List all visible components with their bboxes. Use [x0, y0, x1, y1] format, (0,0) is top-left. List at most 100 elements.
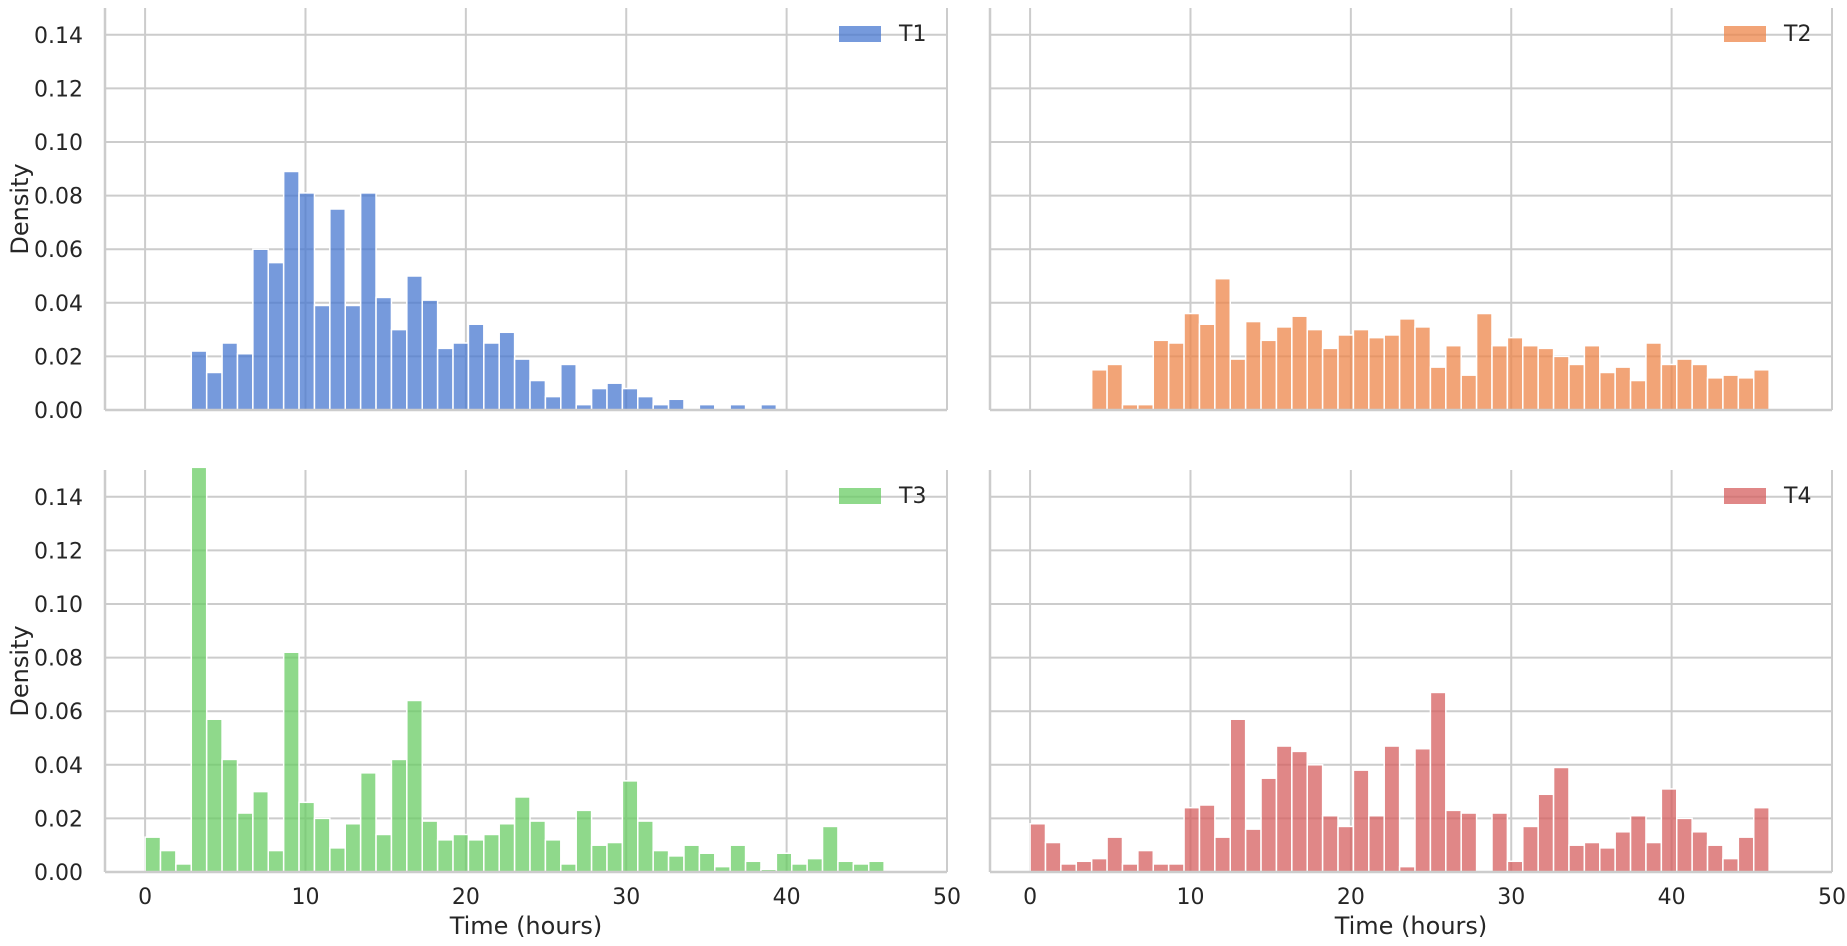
- x-axis-label: Time (hours): [1334, 912, 1488, 940]
- histogram-bar: [1075, 860, 1093, 873]
- histogram-bar: [621, 780, 639, 873]
- x-tick-label: 50: [933, 885, 961, 910]
- x-tick-label: 0: [1023, 885, 1037, 910]
- histogram-bar: [1044, 841, 1062, 873]
- histogram-bar: [1229, 358, 1247, 411]
- histogram-bar: [729, 844, 747, 873]
- legend-label: T1: [898, 22, 926, 47]
- histogram-bar: [1660, 363, 1678, 411]
- histogram-bar: [406, 699, 423, 873]
- legend: T1: [839, 22, 926, 47]
- histogram-bar: [267, 261, 285, 411]
- y-tick-label: 0.14: [34, 24, 83, 49]
- histogram-bar: [1491, 812, 1509, 873]
- histogram-bar: [313, 304, 331, 411]
- histogram-bar: [298, 192, 316, 411]
- histogram-bar: [329, 208, 347, 411]
- histogram-bar: [390, 758, 408, 873]
- histogram-bar: [1429, 691, 1447, 873]
- histogram-bar: [1752, 369, 1770, 411]
- histogram-bar: [1629, 814, 1647, 873]
- histogram-bar: [529, 379, 547, 411]
- histogram-bar: [821, 825, 839, 873]
- histogram-bar: [544, 839, 562, 873]
- histogram-bar: [1244, 320, 1262, 411]
- histogram-bar: [606, 382, 624, 411]
- series-T4: [1029, 691, 1770, 873]
- histogram-bar: [236, 352, 254, 411]
- histogram-bar: [452, 833, 470, 873]
- y-tick-label: 0.00: [34, 861, 83, 886]
- histogram-bar: [1183, 312, 1201, 411]
- histogram-bar: [590, 387, 608, 411]
- histogram-bar: [1244, 828, 1262, 873]
- histogram-bar: [1676, 817, 1693, 873]
- legend-label: T4: [1783, 484, 1811, 509]
- histogram-bar: [1506, 860, 1524, 873]
- histogram-bar: [406, 275, 423, 411]
- x-axis-label: Time (hours): [449, 912, 603, 940]
- histogram-bar: [529, 820, 547, 873]
- y-tick-label: 0.02: [34, 807, 83, 832]
- histogram-bar: [667, 855, 685, 873]
- y-tick-label: 0.08: [34, 185, 83, 210]
- histogram-bar: [421, 299, 439, 411]
- histogram-bar: [1722, 374, 1740, 411]
- histogram-bar: [1152, 339, 1170, 411]
- y-axis-label: Density: [6, 625, 34, 716]
- y-axis-label: Density: [6, 163, 34, 254]
- histogram-bar: [1583, 841, 1601, 873]
- legend: T3: [839, 484, 926, 509]
- histogram-bar: [1368, 814, 1385, 873]
- histogram-bar: [205, 718, 223, 873]
- legend-swatch: [1724, 26, 1766, 42]
- histogram-bar: [467, 839, 485, 873]
- subplot-top-left: 0.00 0.02 0.04 0.06 0.08 0.10 0.12 0.14 Density T…: [6, 8, 948, 424]
- histogram-bar: [1599, 847, 1616, 873]
- histogram-bar: [744, 860, 762, 873]
- histogram-bar: [1506, 336, 1524, 411]
- histogram-bar: [221, 758, 239, 873]
- legend-swatch: [839, 488, 881, 504]
- histogram-bar: [1445, 809, 1462, 873]
- histogram-bar: [1275, 326, 1293, 411]
- histogram-bar: [1383, 745, 1401, 873]
- histogram-bar: [1645, 841, 1663, 873]
- histogram-bar: [375, 833, 393, 873]
- histogram-bar: [252, 248, 270, 411]
- histogram-bar: [205, 371, 223, 411]
- histogram-bar: [236, 812, 254, 873]
- histogram-bar: [837, 860, 855, 873]
- histogram-bar: [190, 466, 208, 873]
- histogram-bar: [1137, 849, 1155, 873]
- histogram-bar: [390, 328, 408, 411]
- histogram-bar: [637, 820, 654, 873]
- y-tick-label: 0.02: [34, 345, 83, 370]
- legend-swatch: [1724, 488, 1766, 504]
- histogram-bar: [483, 342, 500, 411]
- histogram-bar: [621, 387, 639, 411]
- histogram-bar: [1398, 318, 1416, 411]
- histogram-bar: [436, 839, 454, 873]
- histogram-bar: [1660, 788, 1678, 873]
- histogram-bar: [267, 849, 285, 873]
- histogram-bar: [698, 852, 716, 873]
- histogram-bar: [1260, 777, 1278, 873]
- histogram-bar: [775, 852, 793, 873]
- histogram-bar: [1414, 747, 1432, 873]
- histogram-bar: [252, 790, 270, 873]
- histogram-bar: [1568, 844, 1586, 873]
- histogram-bar: [1337, 825, 1355, 873]
- histogram-bar: [1321, 814, 1339, 873]
- histogram-bar: [1706, 377, 1724, 411]
- x-tick-label: 30: [1497, 885, 1525, 910]
- histogram-bar: [1629, 379, 1647, 411]
- legend-label: T2: [1783, 22, 1811, 47]
- histogram-bar: [1414, 326, 1432, 411]
- histogram-bar: [375, 296, 393, 411]
- histogram-bar: [1214, 836, 1232, 873]
- y-tick-label: 0.04: [34, 754, 83, 779]
- histogram-bar: [590, 844, 608, 873]
- histogram-bar: [483, 833, 500, 873]
- histogram-bar: [1429, 366, 1447, 411]
